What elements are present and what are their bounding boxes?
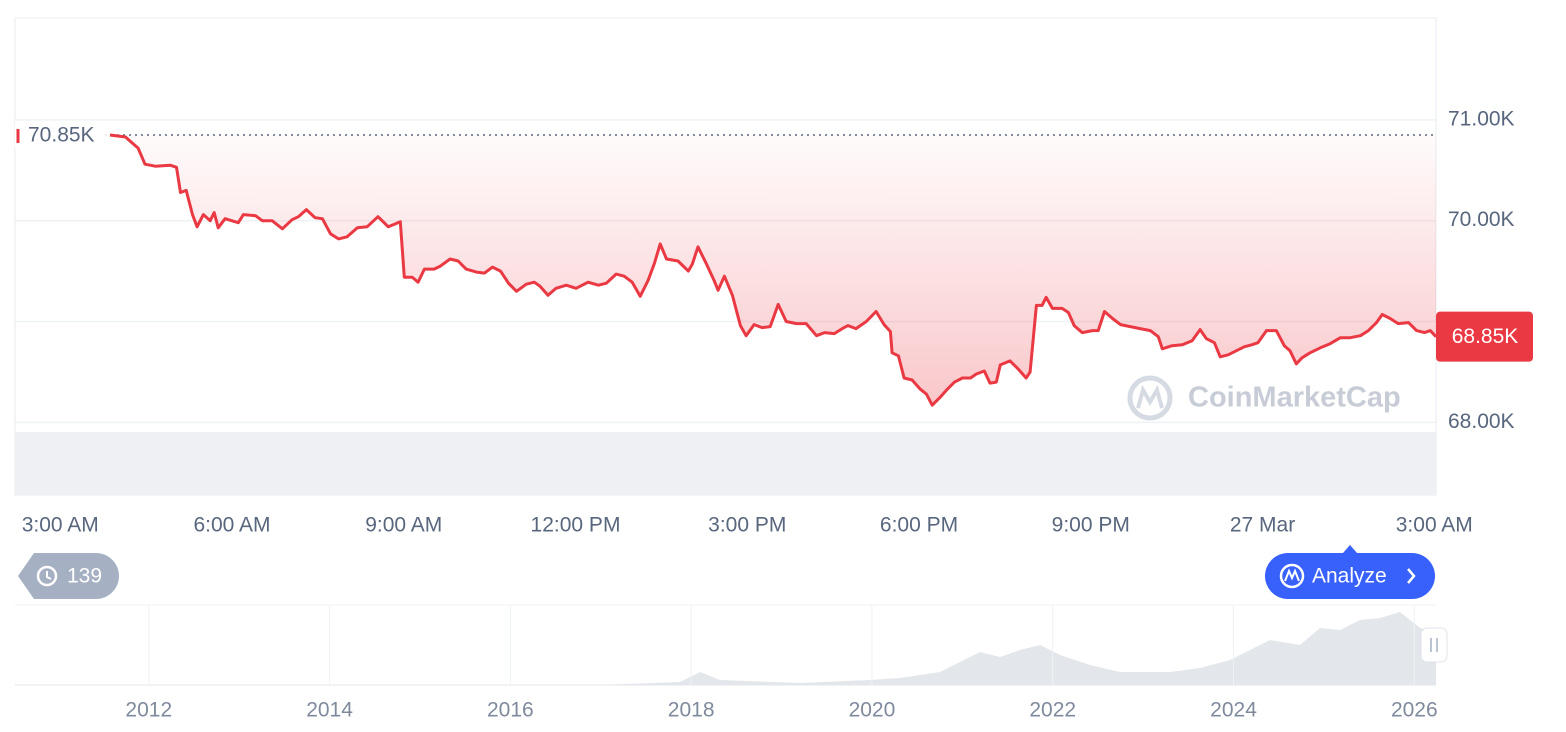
y-tick-label: 71.00K — [1448, 107, 1515, 130]
last-price-label: 68.85K — [1452, 325, 1519, 348]
x-tick-label: 9:00 PM — [1052, 514, 1130, 537]
x-tick-label: 6:00 PM — [880, 514, 958, 537]
button-icon — [1279, 563, 1305, 589]
x-tick-label: 3:00 PM — [708, 514, 786, 537]
navigator-tick-label: 2020 — [849, 699, 896, 722]
navigator-tick-label: 2026 — [1391, 699, 1438, 722]
navigator-tick-label: 2018 — [668, 699, 715, 722]
watermark: CoinMarketCap — [1188, 382, 1401, 414]
x-tick-label: 9:00 AM — [365, 514, 442, 537]
button-label: Analyze — [1312, 565, 1387, 588]
history-badge[interactable]: 139 — [18, 553, 119, 599]
x-tick-label: 27 Mar — [1230, 514, 1295, 537]
analyze-button[interactable]: Analyze — [1265, 545, 1435, 599]
button-icon-mark — [1284, 568, 1300, 582]
x-axis: 3:00 AM 6:00 AM 9:00 AM 12:00 PM 3:00 PM 6:00… — [22, 514, 1473, 537]
volume-area — [15, 432, 1436, 495]
navigator-tick-label: 2024 — [1210, 699, 1257, 722]
navigator-tick-label: 2014 — [306, 699, 353, 722]
badge-shape — [18, 553, 119, 599]
navigator-tick-label: 2022 — [1029, 699, 1076, 722]
x-tick-label: 3:00 AM — [1396, 514, 1473, 537]
x-tick-label: 6:00 AM — [193, 514, 270, 537]
badge-count: 139 — [67, 565, 102, 588]
price-tags: 70.85K 68.85K — [15, 120, 1533, 362]
button-shape — [1265, 553, 1435, 599]
last-price-tag — [1436, 311, 1533, 362]
navigator-tick-label: 2012 — [125, 699, 172, 722]
x-tick-label: 3:00 AM — [22, 514, 99, 537]
watermark-logo — [1127, 375, 1173, 421]
navigator-area — [15, 612, 1436, 685]
price-line — [109, 133, 1438, 407]
navigator-tick-label: 2016 — [487, 699, 534, 722]
y-tick-label: 70.00K — [1448, 208, 1515, 231]
area-fill — [110, 134, 1436, 406]
button-pointer — [1343, 545, 1357, 553]
button-chevron — [1407, 568, 1416, 584]
plot — [105, 133, 1438, 407]
handle-grip — [1430, 638, 1438, 652]
start-price-label: 70.85K — [28, 124, 95, 147]
x-tick-label: 12:00 PM — [531, 514, 621, 537]
navigator-handle[interactable] — [1420, 627, 1448, 663]
y-tick-label: 68.00K — [1448, 410, 1515, 433]
clock-icon — [36, 565, 58, 587]
navigator: 2012 2014 2016 2018 2020 2022 2024 2026 — [15, 604, 1448, 722]
clock-hand — [46, 571, 52, 580]
start-price-bg — [15, 120, 107, 149]
